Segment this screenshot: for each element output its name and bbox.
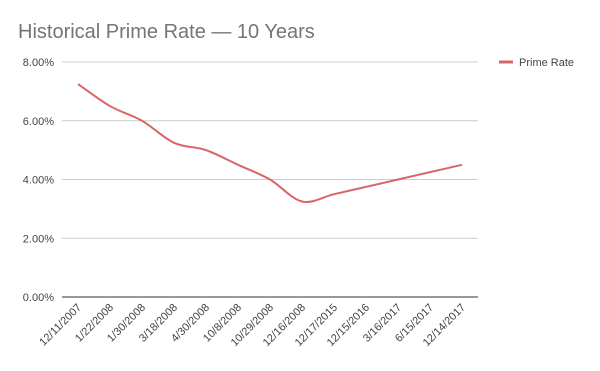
y-tick-label: 0.00% — [23, 292, 54, 304]
chart-title: Historical Prime Rate — 10 Years — [18, 21, 315, 43]
y-tick-label: 4.00% — [23, 175, 54, 187]
legend-label: Prime Rate — [519, 57, 574, 69]
line — [77, 83, 463, 204]
y-tick-label: 2.00% — [23, 233, 54, 245]
y-tick-label: 6.00% — [23, 116, 54, 128]
y-tick-label: 8.00% — [23, 57, 54, 69]
